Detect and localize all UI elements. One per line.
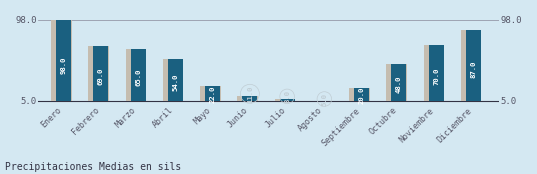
Text: 98.0: 98.0 [500, 16, 521, 25]
Bar [93, 46, 108, 101]
Bar [163, 59, 184, 101]
Text: 87.0: 87.0 [470, 60, 476, 78]
Text: 69.0: 69.0 [98, 67, 104, 85]
Bar [89, 46, 109, 101]
Bar [205, 86, 220, 101]
Text: 98.0: 98.0 [61, 56, 67, 74]
Bar [130, 49, 146, 101]
Text: 70.0: 70.0 [433, 67, 439, 85]
Text: 22.0: 22.0 [209, 86, 216, 103]
Text: 11.0: 11.0 [247, 85, 253, 102]
Bar [126, 49, 146, 101]
Bar [354, 88, 369, 101]
Bar [387, 64, 407, 101]
Text: 5.0: 5.0 [321, 92, 328, 106]
Text: Precipitaciones Medias en sils: Precipitaciones Medias en sils [5, 162, 182, 172]
Bar [274, 98, 295, 101]
Bar [242, 96, 257, 101]
Bar [56, 20, 71, 101]
Bar [168, 59, 183, 101]
Text: 5.0: 5.0 [21, 97, 37, 106]
Bar [391, 64, 407, 101]
Bar [461, 30, 481, 101]
Bar [349, 88, 369, 101]
Text: 5.0: 5.0 [500, 97, 516, 106]
Bar [51, 20, 71, 101]
Bar [466, 30, 481, 101]
Text: 65.0: 65.0 [135, 69, 141, 86]
Bar [237, 96, 258, 101]
Bar [424, 45, 444, 101]
Text: 54.0: 54.0 [172, 73, 178, 91]
Text: 98.0: 98.0 [16, 16, 37, 25]
Bar [280, 98, 295, 101]
Bar [200, 86, 221, 101]
Text: 8.0: 8.0 [284, 90, 290, 103]
Bar [429, 45, 444, 101]
Text: 20.0: 20.0 [359, 86, 365, 104]
Text: 48.0: 48.0 [396, 76, 402, 93]
